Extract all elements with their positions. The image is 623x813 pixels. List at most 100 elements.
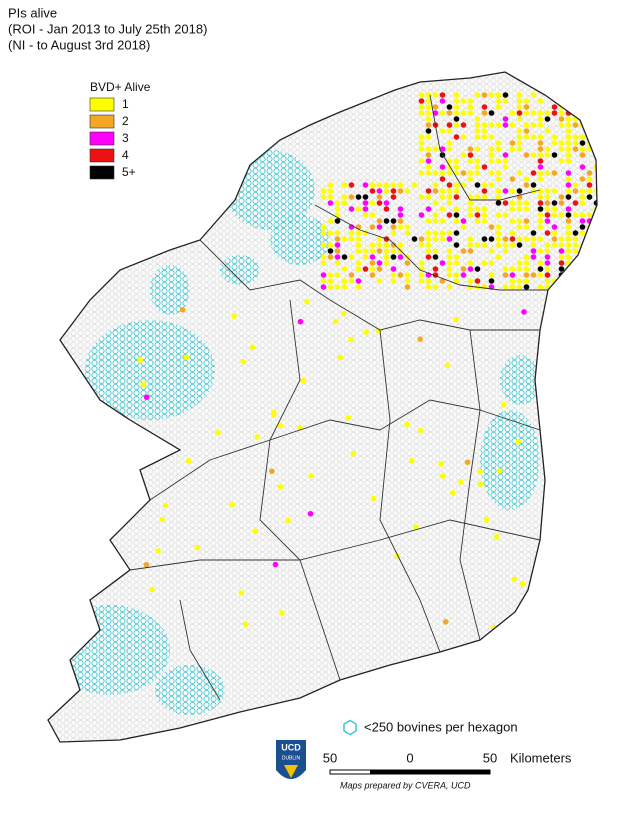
pi-hexagon [477,469,483,475]
pi-hexagon [363,329,369,335]
pi-hexagon [518,615,524,621]
pi-hexagon [390,242,397,248]
pi-hexagon [300,377,307,384]
pi-hexagon [516,146,523,152]
pi-hexagon [579,164,586,170]
pi-hexagon [446,272,453,278]
pi-hexagon [551,152,558,158]
pi-hexagon [481,122,488,128]
county-borders [129,94,548,701]
pi-hexagon [593,116,597,122]
pi-hexagon [432,236,439,242]
pi-hexagon [565,140,572,146]
pi-hexagon [425,116,432,122]
pi-hexagon [376,194,383,200]
pi-hexagon [579,146,586,152]
pi-hexagon [474,122,481,128]
pi-hexagon [551,242,558,248]
pi-hexagon [446,128,453,134]
pi-hexagon [432,170,439,176]
pi-hexagon [320,272,327,278]
pi-hexagon [453,158,460,164]
pi-hexagon [572,104,579,110]
pi-hexagon [593,92,597,98]
pi-hexagon [558,122,565,128]
pi-hexagon [488,278,495,284]
pi-hexagon [467,176,474,182]
pi-hexagon [348,182,355,188]
pi-hexagon [551,212,558,218]
pi-hexagon [544,128,551,134]
pi-hexagon [432,284,439,290]
ucd-logo: UCD DUBLIN [276,740,306,779]
pi-hexagon [297,318,304,325]
legend-swatch [89,165,115,180]
pi-hexagon [467,98,474,104]
pi-hexagon [481,134,488,140]
pi-hexagon [467,260,474,266]
pi-hexagon [446,182,453,188]
pi-hexagon [453,98,460,104]
scale-label: 50 [323,750,337,765]
pi-hexagon [537,194,544,200]
logo-text: DUBLIN [282,755,301,761]
pi-hexagon [537,206,544,212]
pi-hexagon [418,272,425,278]
pi-hexagon [446,122,453,128]
pi-hexagon [334,260,341,266]
pi-hexagon [558,194,565,200]
pi-hexagon [572,230,579,236]
pi-hexagon [355,230,362,236]
pi-hexagon [439,164,446,170]
pi-hexagon [483,517,490,523]
pi-hexagon [413,524,419,530]
pi-hexagon [579,218,586,224]
pi-hexagon [460,110,467,116]
pi-hexagon [432,254,439,260]
pi-hexagon [502,152,509,158]
pi-hexagon [334,284,341,290]
pi-hexagon [502,98,509,104]
pi-hexagon [565,278,572,284]
pi-hexagon [516,116,523,122]
pi-hexagon [523,206,530,212]
scale-segment [409,769,491,775]
pi-hexagon [446,158,453,164]
pi-hexagon [481,212,488,218]
pi-hexagon [439,146,446,152]
pi-hexagon [558,248,565,254]
scale-segment [370,770,410,774]
pi-hexagon [355,248,362,254]
pi-hexagon [558,254,565,260]
pi-hexagon [460,122,467,128]
pi-hexagon [481,164,488,170]
pi-hexagon [488,260,495,266]
pi-hexagon [425,170,432,176]
pi-hexagon [593,218,597,224]
pi-hexagon [558,116,565,122]
pi-hexagon [530,272,537,278]
pi-hexagon [446,104,453,110]
pi-hexagon [565,182,572,188]
pi-hexagon [509,110,516,116]
pi-hexagon [453,116,460,122]
pi-hexagon [523,284,530,290]
pi-hexagon [565,212,572,218]
pi-hexagon [272,561,279,568]
pi-hexagon [509,278,516,284]
pi-hexagon [481,194,488,200]
pi-hexagon [453,260,460,266]
pi-hexagon [516,170,523,176]
pi-hexagon [509,230,516,236]
pi-hexagon [446,170,453,176]
pi-hexagon [383,182,390,188]
pi-hexagon [474,170,481,176]
pi-hexagon [516,284,523,290]
pi-hexagon [572,236,579,242]
pi-hexagon [320,278,327,284]
pi-hexagon [593,146,597,152]
pi-hexagon [565,248,572,254]
pi-hexagon [334,218,341,224]
pi-hexagon [593,260,597,266]
